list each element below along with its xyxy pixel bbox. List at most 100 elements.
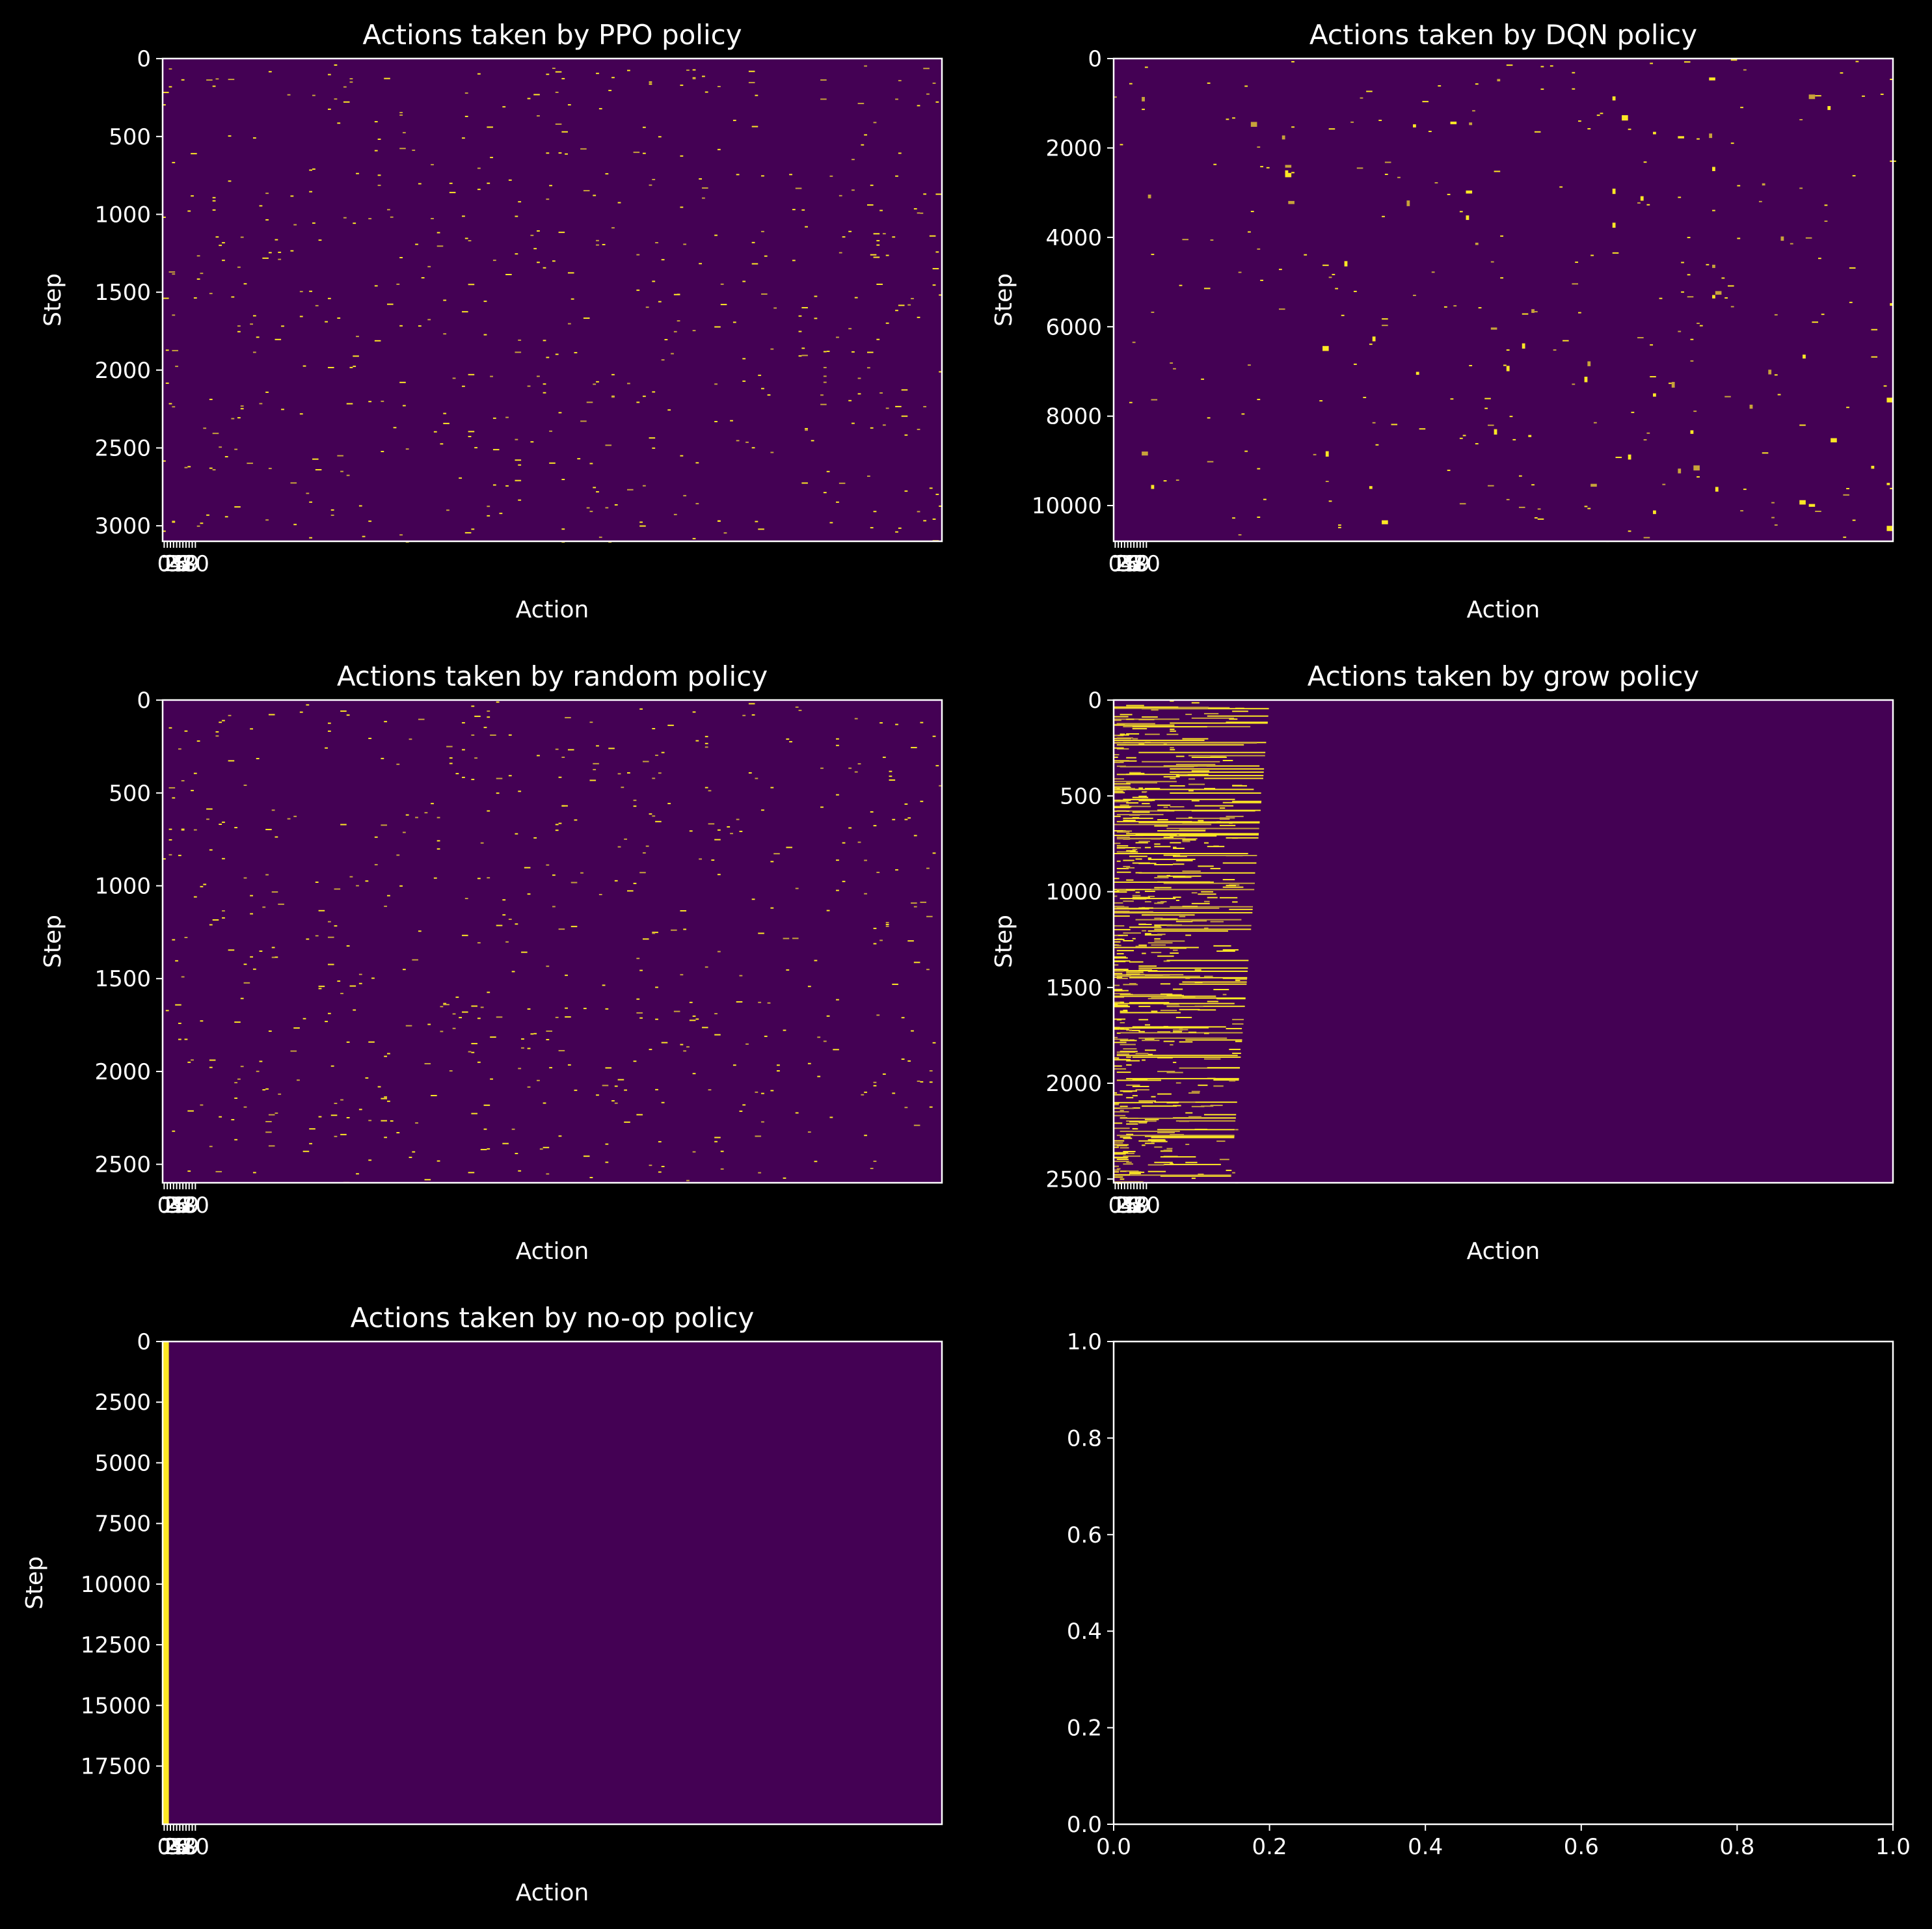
heatmap-cell (1182, 841, 1190, 843)
heatmap-cell (636, 1012, 643, 1014)
heatmap-cell (658, 1171, 662, 1173)
x-tick-label: 4 (170, 1193, 184, 1219)
heatmap-cell (639, 872, 646, 874)
heatmap-cell (755, 1135, 762, 1137)
heatmap-cell (1650, 62, 1654, 64)
heatmap-cell (340, 710, 347, 712)
heatmap-cell (932, 1042, 936, 1044)
x-tick-label: 5 (173, 1834, 187, 1860)
heatmap-cell (1522, 313, 1529, 315)
heatmap-cell (402, 131, 406, 133)
heatmap-cell (1166, 960, 1249, 962)
heatmap-cell (521, 1047, 524, 1049)
heatmap-cell (346, 714, 350, 716)
heatmap-cell (1123, 859, 1134, 861)
heatmap-cell (1160, 983, 1171, 985)
heatmap-cell (801, 347, 805, 349)
heatmap-cell (1628, 454, 1631, 460)
heatmap-cell (649, 81, 652, 83)
heatmap-cell (1503, 364, 1507, 366)
heatmap-cell (1147, 1164, 1164, 1166)
heatmap-cell (1774, 374, 1778, 376)
heatmap-cell (727, 826, 731, 828)
heatmap-cell (567, 1064, 571, 1066)
heatmap-cell (175, 366, 178, 368)
heatmap-cell (1808, 94, 1816, 100)
y-tick-label: 1000 (1045, 880, 1102, 906)
heatmap-cell (1114, 1003, 1235, 1005)
heatmap-cell (443, 333, 447, 335)
heatmap-cell (327, 730, 331, 732)
y-tick-label: 2000 (94, 358, 151, 384)
heatmap-cell (1163, 882, 1255, 884)
heatmap-cell (275, 836, 278, 838)
heatmap-cell (829, 522, 833, 524)
heatmap-cell (904, 803, 908, 805)
heatmap-cell (278, 903, 284, 905)
heatmap-cell (436, 816, 440, 818)
heatmap-cell (570, 882, 578, 884)
heatmap-cell (714, 839, 721, 841)
heatmap-cell (611, 396, 615, 398)
heatmap-cell (1344, 261, 1348, 267)
heatmap-cell (848, 399, 852, 401)
heatmap-cell (639, 525, 646, 527)
heatmap-cell (1563, 340, 1569, 342)
heatmap-cell (1114, 1042, 1127, 1044)
heatmap-cell (302, 1018, 306, 1019)
heatmap-cell (836, 744, 839, 746)
heatmap-cell (1138, 923, 1152, 925)
heatmap-cell (1114, 984, 1120, 986)
x-axis-label: Action (516, 1238, 589, 1265)
heatmap-cell (446, 746, 453, 748)
heatmap-cell (1144, 934, 1162, 936)
heatmap-cell (751, 263, 758, 265)
heatmap-cell (256, 757, 260, 759)
heatmap-cell (1185, 714, 1192, 716)
heatmap-cell (306, 938, 310, 940)
heatmap-cell (187, 1061, 191, 1063)
heatmap-cell (515, 923, 518, 925)
y-tick-label: 0 (137, 46, 151, 72)
heatmap-cell (1191, 892, 1198, 894)
heatmap-cell (537, 755, 540, 757)
heatmap-cell (1213, 989, 1229, 991)
heatmap-cell (1179, 828, 1206, 830)
heatmap-cell (1114, 1174, 1131, 1176)
x-tick-label: 4 (1121, 551, 1135, 577)
heatmap-cell (222, 720, 225, 722)
heatmap-cell (252, 351, 256, 353)
heatmap-cell (624, 1089, 628, 1091)
heatmap-cell (405, 814, 409, 816)
x-axis-label: Action (1467, 597, 1540, 623)
heatmap-cell (1114, 1156, 1129, 1158)
heatmap-cell (558, 776, 562, 778)
x-tick-label: 5 (1124, 1193, 1138, 1219)
heatmap-cell (836, 501, 839, 503)
heatmap-cell (605, 1067, 612, 1069)
heatmap-cell (621, 787, 624, 789)
heatmap-cell (1207, 897, 1218, 898)
heatmap-cell (312, 458, 319, 460)
heatmap-cell (704, 742, 708, 744)
x-tick-label: 7 (1130, 1193, 1144, 1219)
heatmap-cell (1207, 461, 1214, 463)
heatmap-cell (499, 513, 503, 515)
heatmap-cell (732, 321, 736, 323)
heatmap-cell (1114, 1165, 1120, 1167)
heatmap-cell (175, 1004, 181, 1006)
heatmap-cell (368, 1041, 375, 1043)
chart-title: Actions taken by DQN policy (1309, 19, 1697, 51)
heatmap-cell (318, 1116, 322, 1118)
x-tick-label: 10 (181, 1834, 209, 1860)
heatmap-cell (250, 895, 253, 897)
x-tick-label: 10 (1133, 551, 1161, 577)
heatmap-cell (898, 79, 902, 81)
heatmap-cell (558, 1135, 562, 1137)
x-tick-label: 0 (1108, 551, 1123, 577)
heatmap-cell (1506, 349, 1510, 351)
heatmap-cell (1712, 167, 1715, 172)
heatmap-cell (1147, 970, 1248, 972)
heatmap-cell (1175, 921, 1193, 923)
heatmap-cell (770, 861, 774, 863)
